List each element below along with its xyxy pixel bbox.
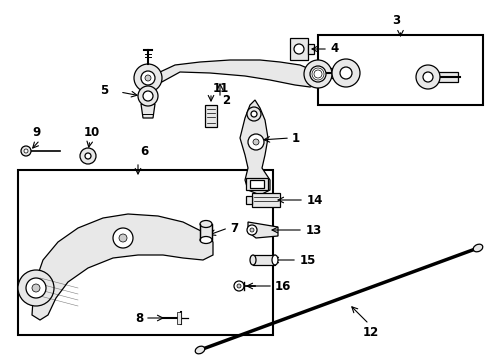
Text: 2: 2 — [222, 94, 230, 107]
Circle shape — [26, 278, 46, 298]
Text: 11: 11 — [213, 82, 229, 95]
Text: 6: 6 — [140, 145, 148, 158]
Ellipse shape — [472, 244, 482, 252]
Bar — [307, 44, 313, 54]
Text: 13: 13 — [305, 224, 322, 237]
Circle shape — [252, 139, 259, 145]
Circle shape — [234, 281, 244, 291]
Circle shape — [80, 148, 96, 164]
Ellipse shape — [271, 255, 278, 265]
Bar — [204, 105, 217, 127]
Text: 15: 15 — [299, 253, 316, 266]
Circle shape — [293, 44, 304, 54]
Ellipse shape — [200, 237, 212, 243]
Text: 12: 12 — [362, 325, 379, 338]
Circle shape — [21, 146, 31, 156]
Circle shape — [250, 111, 257, 117]
Circle shape — [415, 65, 439, 89]
Text: 1: 1 — [291, 131, 300, 144]
Polygon shape — [141, 104, 155, 118]
Bar — [177, 312, 181, 324]
Circle shape — [113, 228, 133, 248]
Bar — [18, 170, 272, 335]
Polygon shape — [32, 214, 213, 320]
Circle shape — [309, 66, 325, 82]
Bar — [251, 193, 280, 207]
Ellipse shape — [249, 255, 256, 265]
Bar — [249, 180, 264, 188]
Circle shape — [422, 72, 432, 82]
Circle shape — [247, 134, 264, 150]
Circle shape — [304, 60, 331, 88]
Circle shape — [119, 234, 127, 242]
Circle shape — [142, 91, 153, 101]
Polygon shape — [321, 68, 335, 78]
Bar — [245, 178, 267, 190]
Text: 14: 14 — [306, 194, 323, 207]
Circle shape — [339, 67, 351, 79]
Ellipse shape — [200, 220, 212, 228]
Bar — [200, 224, 212, 240]
Text: 7: 7 — [229, 221, 238, 234]
Polygon shape — [240, 100, 269, 195]
Text: 8: 8 — [135, 311, 143, 324]
Bar — [245, 196, 251, 204]
Circle shape — [18, 270, 54, 306]
Circle shape — [331, 59, 359, 87]
Text: 9: 9 — [32, 126, 40, 139]
Polygon shape — [437, 72, 457, 82]
Text: 3: 3 — [392, 14, 400, 27]
Polygon shape — [160, 60, 319, 87]
Circle shape — [85, 153, 91, 159]
Ellipse shape — [195, 346, 204, 354]
Circle shape — [246, 107, 261, 121]
Bar — [317, 35, 482, 105]
Circle shape — [145, 75, 151, 81]
Circle shape — [141, 71, 155, 85]
Circle shape — [32, 284, 40, 292]
Text: 4: 4 — [329, 42, 338, 55]
Circle shape — [138, 86, 158, 106]
Text: 16: 16 — [274, 279, 291, 292]
Text: 5: 5 — [100, 84, 108, 96]
Circle shape — [24, 149, 28, 153]
Bar — [289, 38, 307, 60]
Circle shape — [246, 225, 257, 235]
Polygon shape — [247, 222, 278, 238]
Circle shape — [237, 284, 241, 288]
Circle shape — [249, 228, 253, 232]
Bar — [252, 255, 274, 265]
Circle shape — [134, 64, 162, 92]
Text: 10: 10 — [84, 126, 100, 139]
